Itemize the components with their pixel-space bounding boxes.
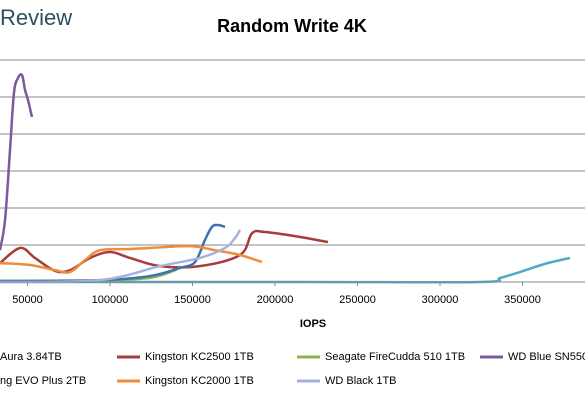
series-line	[0, 244, 263, 274]
x-axis-label: IOPS	[300, 318, 326, 330]
x-tick-label: 150000	[174, 294, 211, 306]
chart-title: Random Write 4K	[217, 16, 367, 36]
logo: Review	[0, 5, 72, 30]
x-tick-label: 200000	[257, 294, 294, 306]
legend-label: WD Blue SN550	[508, 351, 585, 363]
x-tick-label: 350000	[504, 294, 541, 306]
x-tick-label: 50000	[12, 294, 43, 306]
legend-label: Kingston KC2500 1TB	[145, 351, 254, 363]
legend-label: ng EVO Plus 2TB	[0, 375, 86, 387]
legend-label: Kingston KC2000 1TB	[145, 375, 254, 387]
x-tick-label: 250000	[339, 294, 376, 306]
series-line	[0, 73, 34, 251]
x-tick-label: 300000	[422, 294, 459, 306]
series-line	[0, 229, 329, 274]
legend-label: Aura 3.84TB	[0, 351, 62, 363]
legend-label: Seagate FireCudda 510 1TB	[325, 351, 465, 363]
series-line	[0, 229, 242, 284]
x-tick-label: 100000	[92, 294, 129, 306]
legend-label: WD Black 1TB	[325, 375, 397, 387]
